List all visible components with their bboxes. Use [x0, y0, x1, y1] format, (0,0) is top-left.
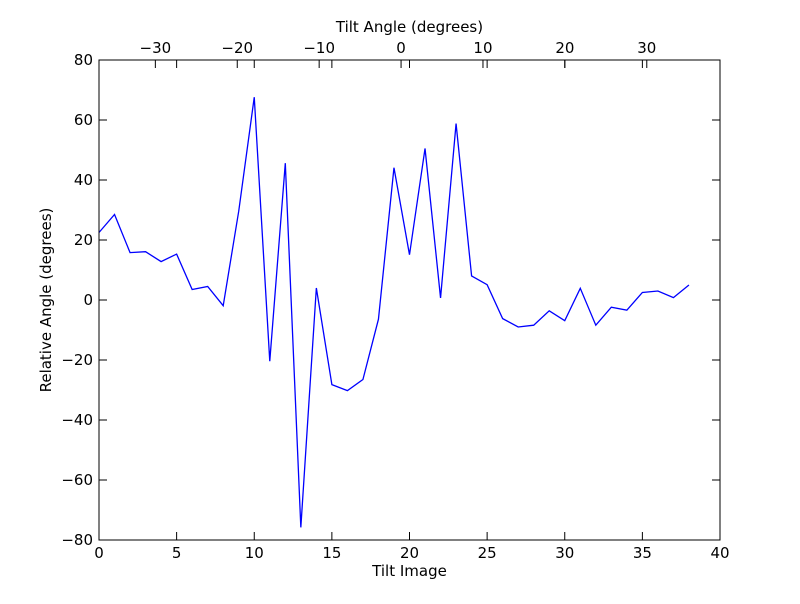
top-axis-label: Tilt Angle (degrees): [335, 18, 483, 36]
y-axis-label: Relative Angle (degrees): [37, 208, 55, 393]
y-tick-label: 20: [74, 231, 93, 249]
y-tick-label: 0: [83, 291, 93, 309]
x-tick-label: 20: [400, 544, 419, 562]
y-tick-label: −80: [61, 531, 93, 549]
series-line: [98, 97, 690, 528]
x-tick-label: 10: [245, 544, 264, 562]
x-tick-label: 30: [555, 544, 574, 562]
y-tick-label: −40: [61, 411, 93, 429]
tick-layer: 0 5 10 15 20 25 30 35 40 −30 −20 −10 0 10 20 30 −80 −60 −4…: [61, 39, 729, 562]
x-tick-label: 40: [710, 544, 729, 562]
plot-frame: [98, 59, 721, 541]
y-tick-label: 60: [74, 111, 93, 129]
y-tick-label: −60: [61, 471, 93, 489]
data-layer: [98, 97, 690, 528]
x-tick-label: 25: [478, 544, 497, 562]
top-x-tick-label: 10: [473, 39, 492, 57]
top-x-tick-label: −10: [303, 39, 335, 57]
y-tick-label: −20: [61, 351, 93, 369]
y-tick-label: 80: [74, 51, 93, 69]
x-tick-label: 0: [94, 544, 104, 562]
top-x-tick-label: −30: [140, 39, 172, 57]
top-x-tick-label: 30: [637, 39, 656, 57]
top-x-tick-label: 20: [555, 39, 574, 57]
x-tick-label: 5: [172, 544, 182, 562]
x-tick-label: 15: [322, 544, 341, 562]
x-axis-label: Tilt Image: [371, 562, 447, 580]
y-tick-label: 40: [74, 171, 93, 189]
top-x-tick-label: 0: [396, 39, 406, 57]
top-x-tick-label: −20: [221, 39, 253, 57]
x-tick-label: 35: [633, 544, 652, 562]
